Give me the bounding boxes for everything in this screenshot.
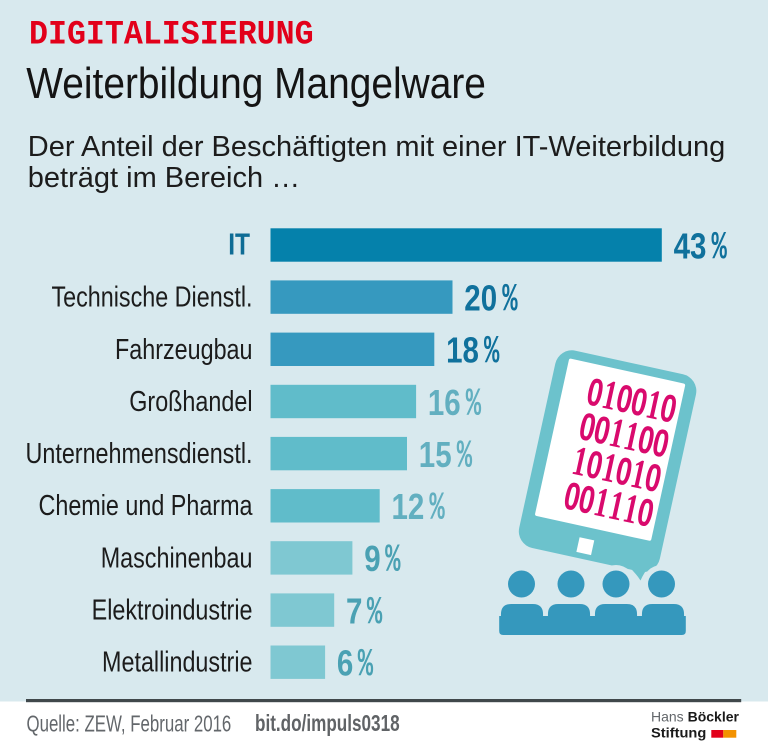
- svg-text:%: %: [385, 539, 401, 584]
- svg-text:%: %: [712, 226, 728, 271]
- svg-text:12: 12: [392, 486, 425, 526]
- svg-text:Weiterbildung Mangelware: Weiterbildung Mangelware: [26, 59, 486, 107]
- svg-text:IT: IT: [228, 227, 250, 261]
- svg-text:%: %: [367, 591, 383, 636]
- svg-text:Unternehmensdienstl.: Unternehmensdienstl.: [26, 437, 253, 470]
- svg-text:Maschinenbau: Maschinenbau: [101, 541, 253, 574]
- svg-text:Der Anteil der Beschäftigten m: Der Anteil der Beschäftigten mit einer I…: [28, 131, 725, 163]
- svg-text:DIGITALISIERUNG: DIGITALISIERUNG: [29, 16, 314, 54]
- svg-text:Fahrzeugbau: Fahrzeugbau: [115, 332, 253, 365]
- svg-text:20: 20: [464, 278, 497, 318]
- svg-text:%: %: [466, 383, 482, 428]
- svg-text:Metallindustrie: Metallindustrie: [102, 645, 252, 678]
- svg-text:18: 18: [446, 330, 479, 370]
- svg-text:15: 15: [419, 434, 452, 474]
- svg-text:Chemie und Pharma: Chemie und Pharma: [38, 489, 252, 522]
- svg-text:Elektroindustrie: Elektroindustrie: [92, 593, 253, 626]
- svg-text:Großhandel: Großhandel: [129, 385, 252, 418]
- svg-text:Quelle: ZEW, Februar 2016: Quelle: ZEW, Februar 2016: [27, 712, 232, 737]
- svg-text:Technische Dienstl.: Technische Dienstl.: [51, 280, 252, 313]
- svg-text:%: %: [502, 278, 518, 323]
- svg-text:bit.do/impuls0318: bit.do/impuls0318: [255, 712, 400, 737]
- svg-text:6: 6: [337, 643, 353, 683]
- svg-text:Hans Böckler: Hans Böckler: [651, 709, 739, 725]
- svg-text:9: 9: [364, 538, 380, 578]
- svg-text:%: %: [457, 435, 473, 480]
- svg-text:43: 43: [674, 225, 707, 265]
- svg-text:7: 7: [346, 591, 362, 631]
- svg-text:beträgt im Bereich …: beträgt im Bereich …: [28, 162, 300, 194]
- svg-text:Stiftung: Stiftung: [651, 726, 706, 742]
- svg-text:%: %: [429, 487, 445, 532]
- svg-text:16: 16: [428, 382, 461, 422]
- svg-text:%: %: [358, 643, 374, 688]
- svg-text:%: %: [484, 330, 500, 375]
